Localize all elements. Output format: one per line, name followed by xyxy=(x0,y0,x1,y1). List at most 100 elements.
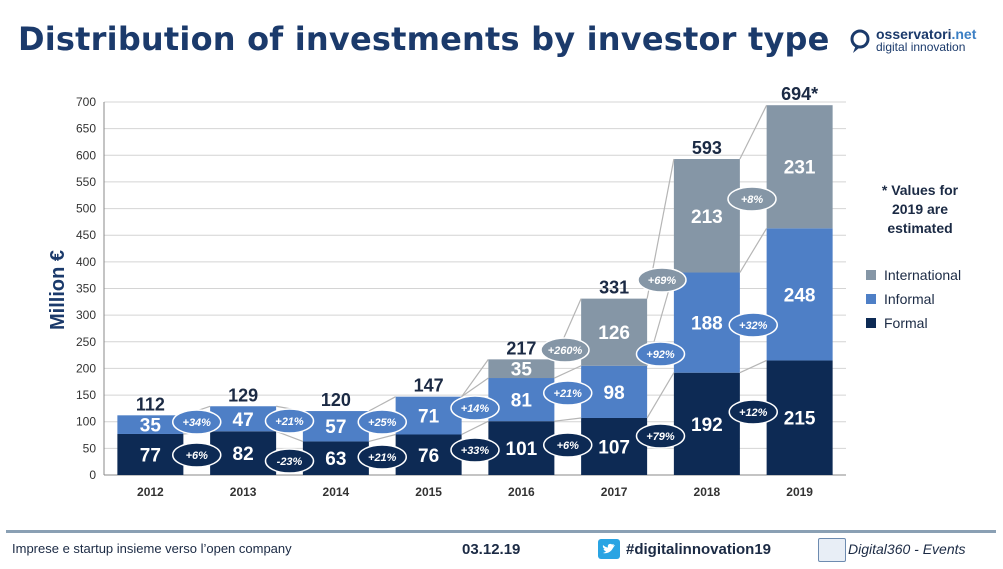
data-label-international: 126 xyxy=(598,323,630,344)
connector-line xyxy=(368,396,396,412)
growth-informal-badge xyxy=(450,395,500,421)
y-tick-label: 650 xyxy=(76,122,96,136)
growth-informal-label: +21% xyxy=(554,388,583,400)
data-label-informal: 81 xyxy=(511,391,533,412)
connector-line xyxy=(368,433,396,443)
data-label-informal: 248 xyxy=(784,285,816,306)
footer-event-title: Imprese e startup insieme verso l’open c… xyxy=(12,541,292,556)
magnifier-logo-icon xyxy=(850,29,870,53)
logo-text: osservatori.net xyxy=(876,26,976,42)
growth-formal-label: -23% xyxy=(277,456,303,468)
x-tick-label: 2015 xyxy=(415,485,442,499)
y-tick-label: 100 xyxy=(76,415,96,429)
footer-date: 03.12.19 xyxy=(462,541,521,558)
estimate-note-line: * Values for xyxy=(882,182,959,198)
x-tick-label: 2013 xyxy=(230,485,257,499)
growth-formal-label: +21% xyxy=(368,452,397,464)
bar-international-2016 xyxy=(488,359,555,379)
x-tick-label: 2018 xyxy=(694,485,721,499)
legend-label: Formal xyxy=(884,315,928,331)
growth-informal-badge xyxy=(543,380,593,406)
bar-international-2018 xyxy=(673,159,740,273)
twitter-icon xyxy=(598,539,620,559)
y-tick-label: 250 xyxy=(76,335,96,349)
connector-line xyxy=(461,420,489,436)
y-tick-label: 0 xyxy=(89,468,96,482)
connector-line xyxy=(461,359,489,398)
growth-formal-badge xyxy=(635,423,686,449)
connector-line xyxy=(554,417,582,422)
bar-formal-2018 xyxy=(673,372,740,475)
total-label: 112 xyxy=(136,394,165,414)
y-tick-label: 400 xyxy=(76,255,96,269)
total-label: 331 xyxy=(599,278,629,298)
bar-informal-2016 xyxy=(488,378,555,422)
growth-formal-badge xyxy=(172,442,222,468)
y-tick-label: 300 xyxy=(76,308,96,322)
growth-international-label: +69% xyxy=(648,275,677,287)
growth-international-label: +260% xyxy=(548,345,583,357)
estimate-note-line: 2019 are xyxy=(892,201,948,217)
legend-label: Informal xyxy=(884,291,935,307)
data-label-formal: 82 xyxy=(233,444,254,465)
legend-label: International xyxy=(884,267,961,283)
y-tick-label: 450 xyxy=(76,228,96,242)
y-tick-label: 150 xyxy=(76,388,96,402)
footer-divider xyxy=(6,530,996,533)
connector-line xyxy=(554,365,582,379)
footer: Imprese e startup insieme verso l’open c… xyxy=(0,522,1003,569)
data-label-informal: 35 xyxy=(140,416,162,437)
data-label-formal: 107 xyxy=(598,437,630,458)
footer-brand: Digital360 - Events xyxy=(848,541,966,557)
growth-informal-badge xyxy=(264,408,315,434)
bar-informal-2014 xyxy=(302,411,369,442)
total-label: 593 xyxy=(692,138,722,158)
legend-swatch xyxy=(866,294,876,304)
estimate-note-line: estimated xyxy=(887,220,952,236)
legend-swatch xyxy=(866,318,876,328)
x-tick-label: 2014 xyxy=(323,485,350,499)
data-label-international: 35 xyxy=(511,360,533,381)
x-tick-label: 2012 xyxy=(137,485,164,499)
y-tick-label: 700 xyxy=(76,95,96,109)
growth-formal-label: +6% xyxy=(186,450,209,462)
connector-line xyxy=(739,359,767,374)
growth-informal-label: +32% xyxy=(739,320,768,332)
growth-informal-badge xyxy=(172,409,222,435)
data-label-informal: 57 xyxy=(325,417,346,438)
footer-hashtag: #digitalinnovation19 xyxy=(626,541,772,558)
connector-line xyxy=(275,430,304,442)
growth-informal-label: +34% xyxy=(183,417,212,429)
connector-line xyxy=(739,227,768,273)
growth-formal-badge xyxy=(357,444,407,470)
x-tick-label: 2016 xyxy=(508,485,535,499)
growth-international-badge xyxy=(540,337,590,363)
bar-informal-2019 xyxy=(766,228,833,361)
data-label-formal: 76 xyxy=(418,446,439,467)
data-label-informal: 188 xyxy=(691,314,723,335)
growth-informal-label: +21% xyxy=(275,416,304,428)
logo: osservatori.net digital innovation xyxy=(850,26,990,62)
x-tick-label: 2019 xyxy=(786,485,813,499)
data-label-informal: 47 xyxy=(233,410,254,431)
data-label-international: 213 xyxy=(691,207,723,228)
connector-line xyxy=(461,377,489,398)
total-label: 147 xyxy=(414,376,444,396)
growth-international-badge xyxy=(637,267,687,293)
data-label-informal: 71 xyxy=(418,407,440,428)
growth-formal-label: +79% xyxy=(646,431,675,443)
growth-informal-badge xyxy=(728,312,778,338)
y-tick-label: 550 xyxy=(76,175,96,189)
y-tick-label: 200 xyxy=(76,361,96,375)
data-label-formal: 101 xyxy=(506,439,538,460)
growth-international-label: +8% xyxy=(741,194,764,206)
connector-line xyxy=(646,372,675,419)
y-axis-label: Million € xyxy=(47,250,69,330)
growth-formal-badge xyxy=(728,399,778,425)
growth-formal-label: +6% xyxy=(557,440,580,452)
y-tick-label: 50 xyxy=(83,441,97,455)
legend-swatch xyxy=(866,270,876,280)
bar-informal-2015 xyxy=(395,396,462,435)
growth-formal-badge xyxy=(450,437,500,463)
